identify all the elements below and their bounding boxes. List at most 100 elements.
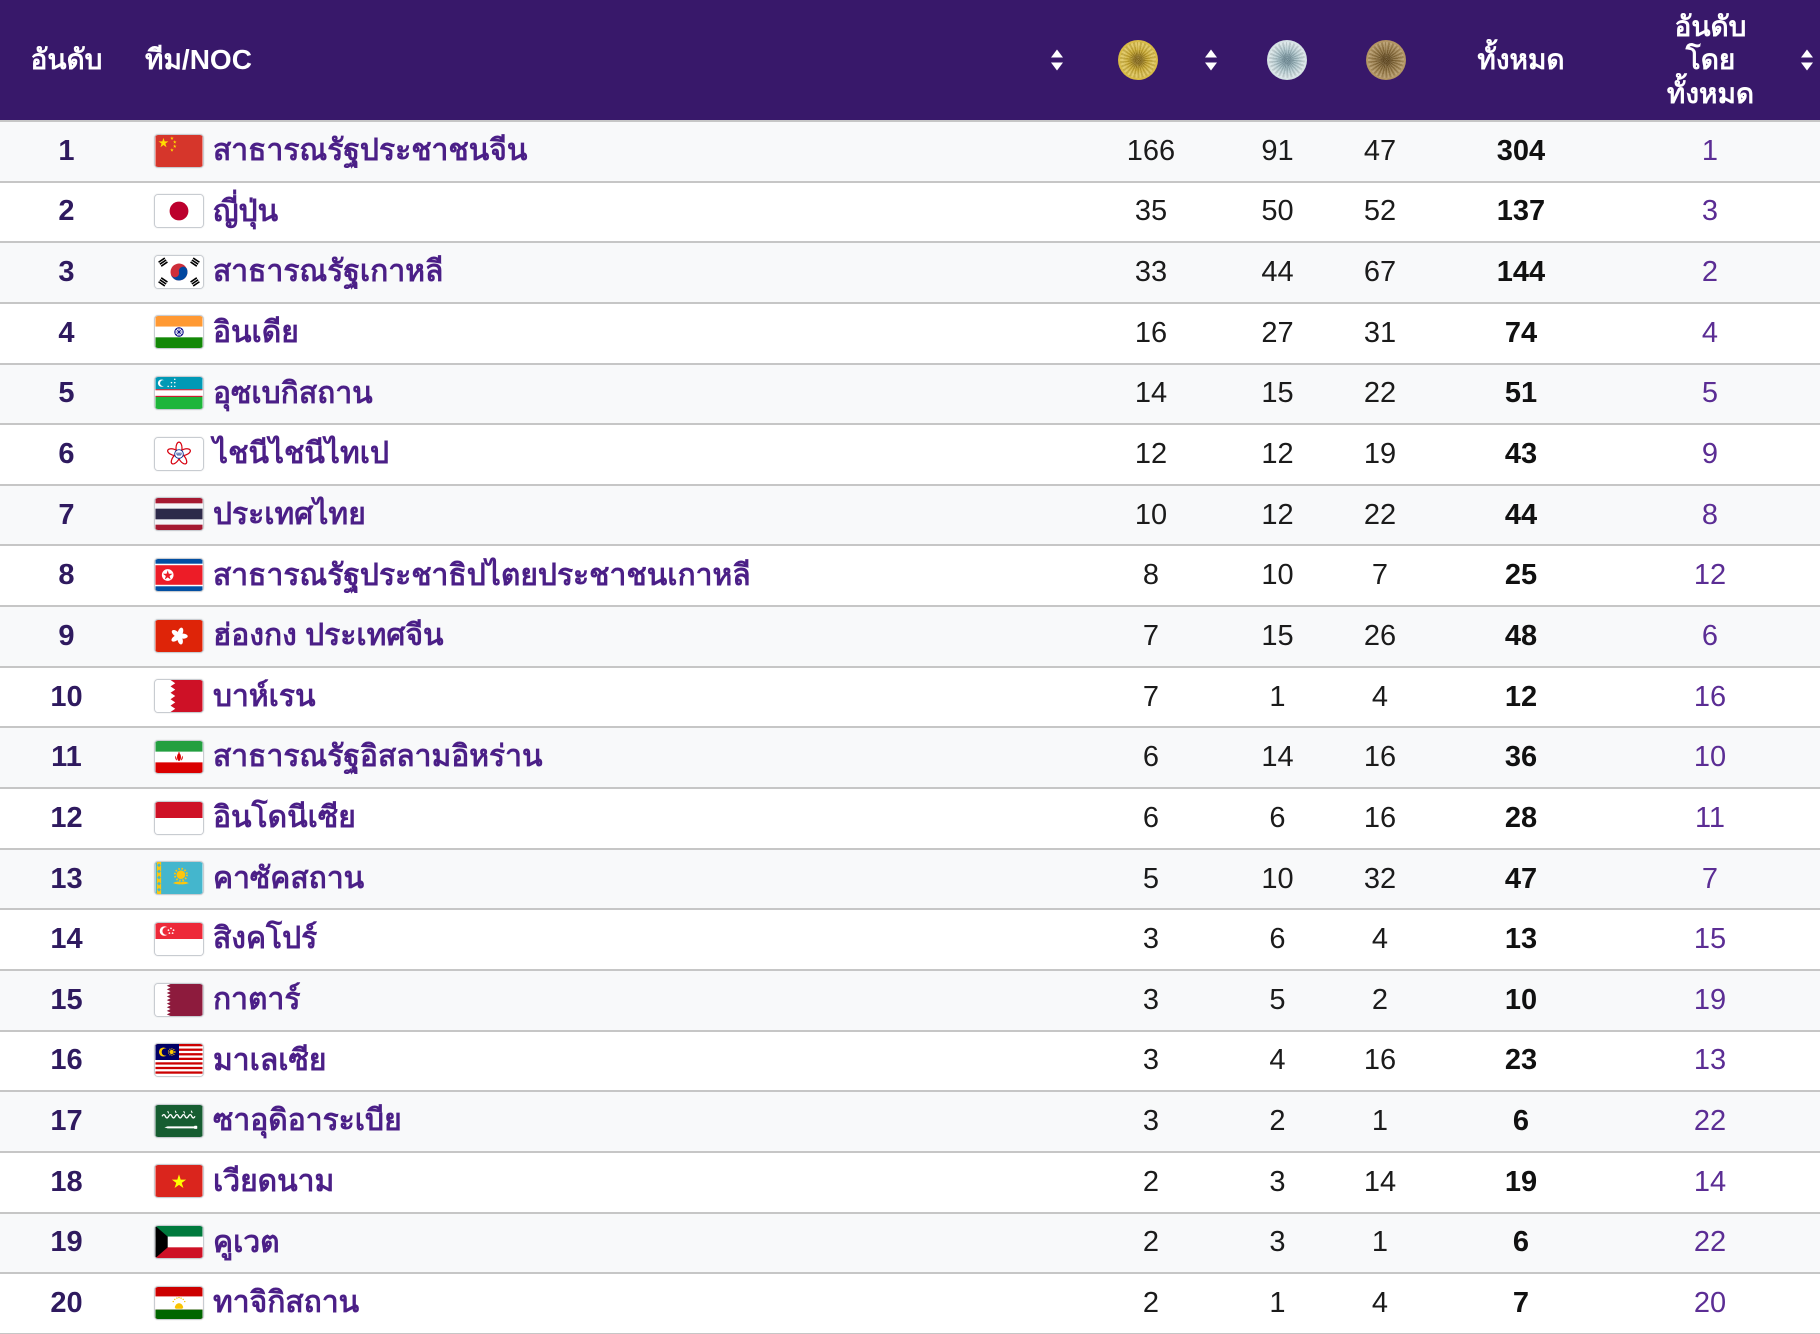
country-name[interactable]: ประเทศไทย [213, 497, 366, 531]
flag-kuwait-icon[interactable] [154, 1225, 204, 1260]
country-link[interactable]: อุซเบกิสถาน [154, 370, 373, 417]
header-silver[interactable] [1220, 0, 1335, 121]
country-link[interactable]: สาธารณรัฐเกาหลี [154, 248, 443, 295]
country-link[interactable]: กาตาร์ [154, 976, 300, 1023]
flag-north-korea-icon[interactable] [154, 558, 204, 593]
table-row: 16 มาเลเซีย 3 4 16 23 13 [0, 1029, 1820, 1092]
flag-japan-icon[interactable] [154, 194, 204, 229]
team-cell: บาห์เรน [133, 665, 1082, 728]
country-name[interactable]: สาธารณรัฐประชาชนจีน [213, 134, 528, 168]
team-cell: ซาอุดิอาระเบีย [133, 1090, 1082, 1152]
country-name[interactable]: ญี่ปุ่น [213, 194, 279, 228]
country-link[interactable]: ญี่ปุ่น [154, 188, 278, 235]
flag-uzbekistan-icon[interactable] [154, 376, 204, 411]
team-cell: ไชนีไชนีไทเป [133, 423, 1082, 485]
flag-tajikistan-icon[interactable] [154, 1285, 204, 1320]
country-name[interactable]: กาตาร์ [213, 983, 301, 1017]
rank-by-total-cell: 7 [1617, 847, 1820, 910]
silver-count-cell: 4 [1220, 1029, 1335, 1092]
flag-saudi-arabia-icon[interactable] [154, 1103, 204, 1138]
header-rank-by-total[interactable]: อันดับ โดย ทั้งหมด [1617, 0, 1820, 121]
silver-count-cell: 3 [1220, 1211, 1335, 1274]
team-cell: สาธารณรัฐประชาชนจีน [133, 120, 1082, 182]
gold-count-cell: 3 [1082, 968, 1220, 1031]
total-count-cell: 36 [1425, 726, 1617, 789]
country-link[interactable]: คาซัคสถาน [154, 855, 364, 902]
medal-table-header: อันดับ ทีม/NOC [0, 0, 1820, 121]
header-team-noc[interactable]: ทีม/NOC [133, 0, 1082, 121]
flag-singapore-icon[interactable] [154, 921, 204, 956]
silver-count-cell: 3 [1220, 1150, 1335, 1213]
country-link[interactable]: ประเทศไทย [154, 491, 366, 538]
country-name[interactable]: ซาอุดิอาระเบีย [213, 1104, 402, 1138]
country-name[interactable]: อุซเบกิสถาน [213, 376, 373, 410]
flag-vietnam-icon[interactable] [154, 1164, 204, 1199]
rank-cell: 5 [0, 362, 133, 425]
rank-cell: 9 [0, 605, 133, 667]
flag-indonesia-icon[interactable] [154, 800, 204, 835]
table-row: 17 ซาอุดิอาระเบีย 3 2 1 6 22 [0, 1090, 1820, 1152]
flag-bahrain-icon[interactable] [154, 679, 204, 714]
country-name[interactable]: คูเวต [213, 1225, 280, 1259]
flag-iran-icon[interactable] [154, 739, 204, 774]
header-rank-by-total-label: อันดับ โดย ทั้งหมด [1666, 11, 1755, 109]
country-link[interactable]: อินเดีย [154, 309, 299, 356]
country-link[interactable]: บาห์เรน [154, 673, 316, 720]
flag-india-icon[interactable] [154, 315, 204, 350]
silver-medal-icon[interactable] [1266, 40, 1307, 80]
silver-count-cell: 1 [1220, 1272, 1335, 1334]
bronze-medal-icon[interactable] [1366, 40, 1406, 80]
country-link[interactable]: สาธารณรัฐประชาชนจีน [154, 127, 527, 174]
sort-icon[interactable] [1800, 49, 1814, 71]
flag-south-korea-icon[interactable] [154, 254, 204, 289]
country-name[interactable]: มาเลเซีย [213, 1043, 327, 1077]
country-link[interactable]: คูเวต [154, 1219, 280, 1266]
gold-count-cell: 16 [1082, 301, 1220, 364]
country-link[interactable]: ซาอุดิอาระเบีย [154, 1097, 402, 1144]
country-link[interactable]: มาเลเซีย [154, 1037, 326, 1084]
flag-malaysia-icon[interactable] [154, 1043, 204, 1078]
country-name[interactable]: สิงคโปร์ [213, 922, 318, 956]
sort-icon[interactable] [1204, 49, 1218, 71]
country-name[interactable]: ฮ่องกง ประเทศจีน [213, 619, 444, 653]
country-name[interactable]: สาธารณรัฐอิสลามอิหร่าน [213, 740, 543, 774]
flag-qatar-icon[interactable] [154, 982, 204, 1017]
flag-china-icon[interactable] [154, 133, 204, 168]
country-link[interactable]: ไชนีไชนีไทเป [154, 430, 389, 477]
rank-by-total-cell: 15 [1617, 908, 1820, 970]
bronze-count-cell: 16 [1335, 787, 1425, 849]
country-name[interactable]: บาห์เรน [213, 679, 316, 713]
country-name[interactable]: อินเดีย [213, 315, 299, 349]
flag-chinese-taipei-icon[interactable] [154, 436, 204, 471]
gold-medal-icon[interactable] [1118, 40, 1158, 80]
gold-count-cell: 6 [1082, 787, 1220, 849]
sort-icon[interactable] [1050, 49, 1064, 71]
bronze-count-cell: 31 [1335, 301, 1425, 364]
flag-kazakhstan-icon[interactable] [154, 861, 204, 896]
country-name[interactable]: เวียดนาม [213, 1164, 335, 1198]
country-link[interactable]: ฮ่องกง ประเทศจีน [154, 612, 444, 659]
country-name[interactable]: ทาจิกิสถาน [213, 1286, 360, 1320]
country-link[interactable]: อินโดนีเซีย [154, 794, 356, 841]
country-name[interactable]: คาซัคสถาน [213, 861, 365, 895]
country-name[interactable]: สาธารณรัฐประชาธิปไตยประชาชนเกาหลี [213, 558, 751, 592]
table-row: 14 สิงคโปร์ 3 6 4 13 15 [0, 908, 1820, 970]
header-bronze[interactable] [1335, 0, 1425, 121]
country-link[interactable]: ทาจิกิสถาน [154, 1279, 359, 1326]
country-name[interactable]: ไชนีไชนีไทเป [213, 437, 390, 471]
country-link[interactable]: สาธารณรัฐอิสลามอิหร่าน [154, 733, 543, 780]
total-count-cell: 44 [1425, 483, 1617, 546]
rank-by-total-cell: 19 [1617, 968, 1820, 1031]
header-gold[interactable] [1082, 0, 1220, 121]
flag-hong-kong-icon[interactable] [154, 618, 204, 653]
country-name[interactable]: สาธารณรัฐเกาหลี [213, 255, 444, 289]
flag-thailand-icon[interactable] [154, 497, 204, 532]
bronze-count-cell: 7 [1335, 544, 1425, 607]
country-link[interactable]: สิงคโปร์ [154, 915, 317, 962]
country-link[interactable]: สาธารณรัฐประชาธิปไตยประชาชนเกาหลี [154, 552, 751, 599]
country-name[interactable]: อินโดนีเซีย [213, 801, 356, 835]
total-count-cell: 28 [1425, 787, 1617, 849]
country-link[interactable]: เวียดนาม [154, 1158, 334, 1205]
team-cell: ประเทศไทย [133, 483, 1082, 546]
